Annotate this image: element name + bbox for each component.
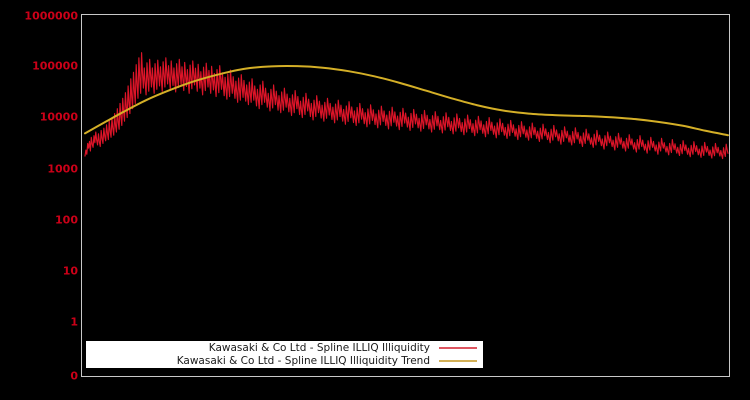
y-tick-label-1000000: 1000000 [24, 9, 78, 23]
y-tick-label-0: 0 [70, 369, 78, 383]
legend-entry-trend: Kawasaki & Co Ltd - Spline ILLIQ Illiqui… [86, 355, 483, 368]
y-tick-label-1: 1 [70, 315, 78, 329]
plot-svg [84, 52, 729, 160]
y-tick-label-1000: 1000 [47, 162, 78, 176]
y-tick-label-10000: 10000 [39, 110, 78, 124]
legend-swatch-trend-icon [439, 360, 477, 362]
y-tick-label-100: 100 [55, 213, 78, 227]
legend-entry-series: Kawasaki & Co Ltd - Spline ILLIQ Illiqui… [86, 342, 483, 355]
plot-area [81, 14, 730, 377]
legend-label-series: Kawasaki & Co Ltd - Spline ILLIQ Illiqui… [208, 342, 430, 354]
chart-legend: Kawasaki & Co Ltd - Spline ILLIQ Illiqui… [86, 341, 483, 368]
y-tick-label-10: 10 [62, 264, 78, 278]
illiquidity-trend-line [84, 65, 729, 137]
y-tick-label-100000: 100000 [32, 59, 78, 73]
legend-swatch-series-icon [439, 347, 477, 349]
legend-label-trend: Kawasaki & Co Ltd - Spline ILLIQ Illiqui… [176, 355, 430, 367]
illiquidity-series-line [84, 52, 729, 160]
